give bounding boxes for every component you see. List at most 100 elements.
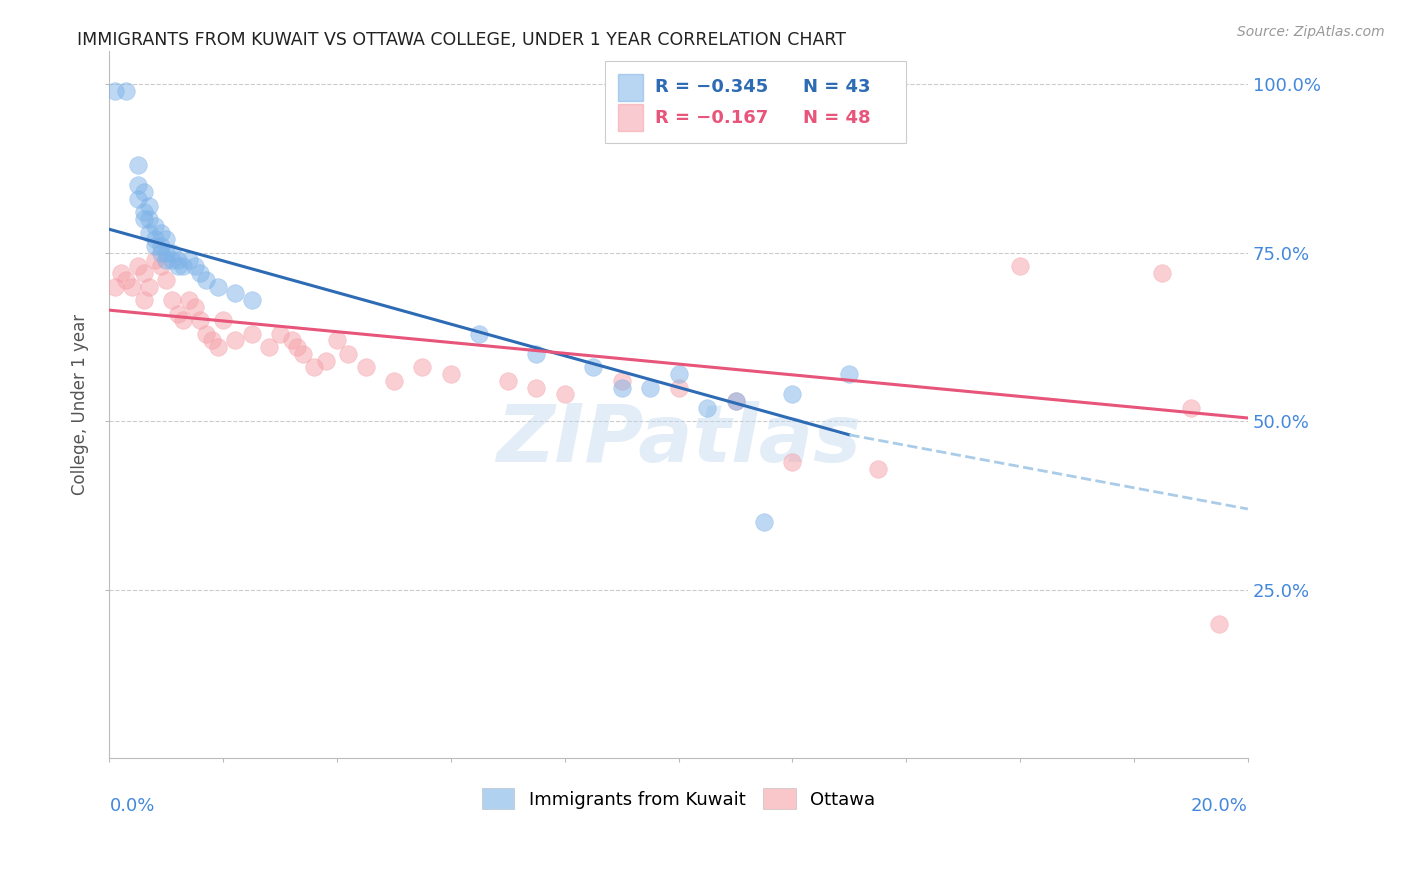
- Point: [160, 252, 183, 267]
- Point: [166, 260, 188, 274]
- Point: [138, 212, 160, 227]
- Point: [195, 273, 218, 287]
- Point: [440, 367, 463, 381]
- Point: [127, 178, 149, 193]
- Point: [138, 226, 160, 240]
- Point: [115, 273, 138, 287]
- Point: [155, 232, 177, 246]
- Point: [668, 381, 690, 395]
- Point: [668, 367, 690, 381]
- Point: [166, 306, 188, 320]
- Point: [782, 387, 804, 401]
- Point: [127, 158, 149, 172]
- Point: [240, 326, 263, 341]
- Point: [838, 367, 860, 381]
- Point: [411, 360, 433, 375]
- FancyBboxPatch shape: [605, 62, 907, 143]
- Point: [337, 347, 360, 361]
- Text: Source: ZipAtlas.com: Source: ZipAtlas.com: [1237, 25, 1385, 39]
- Point: [1180, 401, 1202, 415]
- Point: [610, 374, 633, 388]
- Point: [177, 293, 200, 307]
- Point: [201, 334, 224, 348]
- Point: [224, 334, 246, 348]
- Point: [257, 340, 280, 354]
- Point: [149, 260, 172, 274]
- Text: R = −0.167: R = −0.167: [655, 109, 768, 127]
- Point: [155, 252, 177, 267]
- Point: [138, 279, 160, 293]
- Point: [127, 260, 149, 274]
- Point: [496, 374, 519, 388]
- Point: [104, 84, 127, 98]
- Point: [160, 293, 183, 307]
- Text: 20.0%: 20.0%: [1191, 797, 1249, 815]
- Point: [524, 347, 547, 361]
- Point: [326, 334, 349, 348]
- Point: [291, 347, 314, 361]
- Point: [155, 245, 177, 260]
- Text: N = 43: N = 43: [803, 78, 870, 96]
- Point: [132, 205, 155, 219]
- Point: [554, 387, 576, 401]
- Point: [143, 252, 166, 267]
- Point: [149, 245, 172, 260]
- Point: [207, 340, 229, 354]
- Point: [1152, 266, 1174, 280]
- Point: [184, 260, 207, 274]
- Point: [149, 226, 172, 240]
- Point: [149, 239, 172, 253]
- Point: [782, 455, 804, 469]
- Point: [166, 252, 188, 267]
- Point: [121, 279, 143, 293]
- Point: [240, 293, 263, 307]
- Point: [138, 199, 160, 213]
- Point: [304, 360, 326, 375]
- Point: [155, 273, 177, 287]
- Point: [127, 192, 149, 206]
- Point: [143, 239, 166, 253]
- Point: [207, 279, 229, 293]
- Point: [190, 313, 212, 327]
- Point: [752, 516, 775, 530]
- Point: [724, 394, 747, 409]
- Point: [195, 326, 218, 341]
- Point: [115, 84, 138, 98]
- Y-axis label: College, Under 1 year: College, Under 1 year: [72, 314, 89, 495]
- FancyBboxPatch shape: [619, 74, 644, 101]
- Point: [132, 212, 155, 227]
- Point: [315, 353, 337, 368]
- Legend: Immigrants from Kuwait, Ottawa: Immigrants from Kuwait, Ottawa: [474, 781, 883, 816]
- Point: [177, 252, 200, 267]
- Point: [110, 266, 132, 280]
- Point: [468, 326, 491, 341]
- Point: [132, 185, 155, 199]
- Point: [172, 260, 194, 274]
- Point: [610, 381, 633, 395]
- Point: [143, 219, 166, 233]
- Point: [104, 279, 127, 293]
- Point: [696, 401, 718, 415]
- Point: [132, 266, 155, 280]
- Point: [382, 374, 405, 388]
- Text: ZIPatlas: ZIPatlas: [496, 401, 860, 479]
- Point: [638, 381, 661, 395]
- Text: N = 48: N = 48: [803, 109, 870, 127]
- Point: [1208, 616, 1230, 631]
- Point: [724, 394, 747, 409]
- FancyBboxPatch shape: [619, 104, 644, 131]
- Text: IMMIGRANTS FROM KUWAIT VS OTTAWA COLLEGE, UNDER 1 YEAR CORRELATION CHART: IMMIGRANTS FROM KUWAIT VS OTTAWA COLLEGE…: [77, 31, 846, 49]
- Point: [280, 334, 302, 348]
- Point: [132, 293, 155, 307]
- Point: [184, 300, 207, 314]
- Point: [224, 286, 246, 301]
- Point: [1010, 260, 1032, 274]
- Point: [354, 360, 377, 375]
- Point: [212, 313, 235, 327]
- Point: [172, 313, 194, 327]
- Text: R = −0.345: R = −0.345: [655, 78, 768, 96]
- Point: [285, 340, 308, 354]
- Text: 0.0%: 0.0%: [110, 797, 155, 815]
- Point: [269, 326, 291, 341]
- Point: [143, 232, 166, 246]
